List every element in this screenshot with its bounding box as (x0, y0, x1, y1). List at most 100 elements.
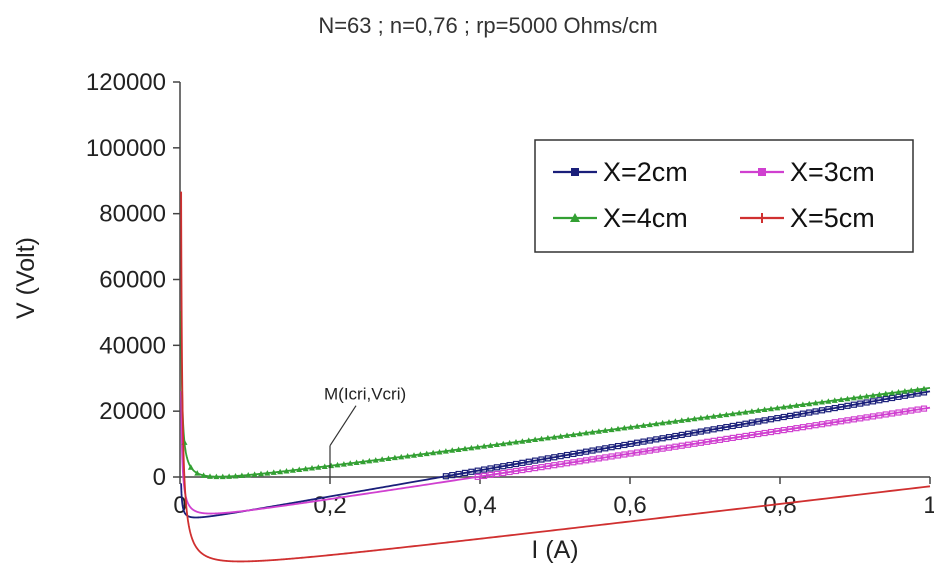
data-point (251, 471, 258, 477)
data-point (812, 408, 819, 415)
data-point (666, 419, 672, 425)
data-point (723, 435, 730, 442)
data-point (678, 431, 685, 439)
data-point (831, 419, 838, 426)
data-point (519, 459, 526, 466)
data-point (908, 387, 915, 393)
data-point (799, 401, 806, 408)
data-point (423, 450, 430, 457)
data-point (525, 458, 532, 465)
data-point (207, 473, 213, 479)
series-line (180, 391, 931, 515)
data-point (659, 435, 666, 442)
data-point (615, 425, 621, 432)
data-point (493, 470, 500, 478)
data-point (238, 472, 245, 479)
data-point (653, 436, 660, 443)
data-point (589, 429, 596, 435)
annotation: M(Icri,Vcri) (324, 385, 406, 477)
data-point (869, 413, 877, 420)
data-point (391, 454, 398, 461)
data-point (863, 414, 870, 421)
data-point (200, 472, 207, 478)
data-point (551, 454, 558, 461)
data-point (296, 466, 303, 473)
data-point (646, 437, 653, 444)
annotation-leader (329, 405, 357, 447)
data-point (321, 463, 328, 469)
data-point (825, 420, 832, 427)
data-point (876, 397, 883, 404)
data-point (761, 417, 768, 424)
data-point (678, 417, 685, 423)
data-point (787, 412, 794, 419)
y-tick-label: 80000 (99, 201, 166, 228)
data-point (589, 447, 596, 454)
data-point (761, 406, 768, 413)
x-tick-label: 0,6 (613, 492, 646, 519)
data-point (678, 442, 685, 449)
legend-marker (571, 168, 579, 176)
x-axis-title: I (A) (531, 536, 578, 564)
data-point (493, 441, 500, 448)
data-point (602, 427, 609, 433)
series-X=4cm (180, 311, 931, 480)
data-point (468, 444, 475, 451)
data-point (283, 467, 290, 474)
data-point (882, 396, 889, 403)
data-point (487, 442, 494, 448)
data-point (697, 428, 704, 435)
data-point (736, 421, 743, 428)
data-point (442, 448, 449, 454)
data-point (646, 421, 653, 428)
data-point (825, 398, 832, 404)
data-point (449, 447, 456, 453)
data-point (449, 472, 456, 479)
data-point (583, 448, 590, 455)
data-point (506, 468, 513, 476)
data-point (748, 419, 755, 426)
data-point (640, 438, 647, 445)
data-point (723, 411, 730, 418)
data-point (404, 453, 411, 459)
legend-marker (570, 213, 580, 222)
data-point (901, 388, 908, 394)
y-tick-label: 20000 (99, 398, 166, 425)
data-point (525, 437, 532, 443)
y-tick-label: 100000 (86, 135, 166, 162)
data-point (621, 424, 628, 431)
data-point (895, 388, 902, 395)
series-X=2cm (180, 389, 931, 519)
legend-item: X=4cm (553, 203, 688, 233)
data-point (640, 448, 647, 455)
data-point (557, 453, 564, 460)
data-point (850, 401, 857, 408)
data-point (398, 453, 405, 460)
data-point (869, 398, 877, 405)
series-line (180, 311, 931, 478)
data-point (487, 471, 494, 479)
data-point (710, 413, 717, 419)
x-tick-label: 0,4 (463, 492, 496, 519)
data-point (563, 451, 571, 459)
data-point (812, 399, 819, 406)
data-point (360, 458, 366, 465)
data-point (532, 457, 539, 464)
data-point (525, 465, 532, 473)
data-point (818, 407, 826, 414)
data-point (506, 439, 513, 446)
data-point (793, 411, 800, 418)
data-point (755, 430, 762, 438)
data-point (787, 426, 794, 433)
data-point (506, 461, 513, 469)
data-point (806, 409, 813, 416)
data-point (270, 469, 277, 475)
series-line (180, 390, 931, 519)
data-point (455, 446, 462, 452)
data-point (665, 444, 673, 451)
legend-label: X=4cm (603, 203, 688, 233)
data-point (844, 402, 851, 409)
data-point (513, 439, 519, 445)
data-point (462, 445, 468, 452)
legend-marker (758, 168, 766, 176)
